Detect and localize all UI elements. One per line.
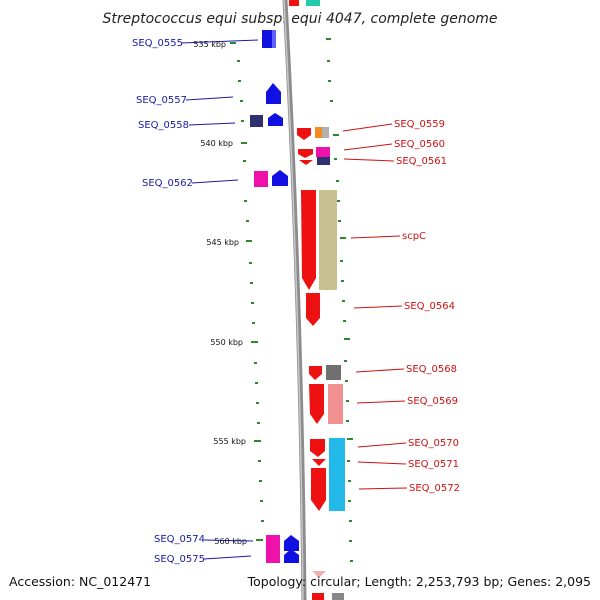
label-seq-0570[interactable]: SEQ_0570: [357, 438, 459, 449]
svg-text:SEQ_0569: SEQ_0569: [407, 396, 458, 407]
svg-text:SEQ_0568: SEQ_0568: [406, 364, 457, 375]
gene-seq-0560[interactable]: [298, 149, 313, 158]
tick-ring-outer: [326, 38, 353, 562]
label-seq-0571[interactable]: SEQ_0571: [357, 459, 459, 470]
tick-label: 535 kbp: [193, 40, 226, 49]
gene-seq-0575[interactable]: [284, 535, 299, 551]
gene-seq-0559[interactable]: [297, 128, 311, 140]
gene-seq-0575b[interactable]: [284, 549, 299, 563]
gene-scpc[interactable]: [319, 190, 337, 290]
svg-text:scpC: scpC: [402, 231, 426, 242]
label-scpc[interactable]: scpC: [350, 231, 426, 242]
gene-seq-0562b[interactable]: [272, 170, 288, 186]
label-seq-0560[interactable]: SEQ_0560: [343, 139, 445, 151]
gene-seq-0558[interactable]: [268, 113, 283, 126]
gene-seq-0561b[interactable]: [317, 157, 330, 165]
label-seq-0562[interactable]: SEQ_0562: [142, 178, 239, 189]
gene-seq-0569b[interactable]: [328, 384, 343, 424]
gene-seq-0556[interactable]: [250, 115, 263, 127]
tick-label: 540 kbp: [200, 139, 233, 148]
label-seq-0561[interactable]: SEQ_0561: [343, 156, 447, 167]
gene-seq-0560b[interactable]: [316, 147, 330, 157]
gene-seq-0570-0572-block[interactable]: [329, 438, 345, 511]
label-seq-0559[interactable]: SEQ_0559: [342, 119, 445, 132]
svg-text:SEQ_0570: SEQ_0570: [408, 438, 459, 449]
label-seq-0568[interactable]: SEQ_0568: [355, 364, 457, 375]
svg-text:SEQ_0555: SEQ_0555: [132, 38, 183, 49]
label-seq-0555[interactable]: SEQ_0555: [132, 38, 259, 49]
gene-seq-0571[interactable]: [312, 459, 326, 466]
genome-info-text: Topology: circular; Length: 2,253,793 bp…: [247, 574, 591, 589]
tick-label: 560 kbp: [214, 537, 247, 546]
svg-text:SEQ_0564: SEQ_0564: [404, 301, 455, 312]
tick-label: 545 kbp: [206, 238, 239, 247]
label-seq-0558[interactable]: SEQ_0558: [138, 120, 236, 131]
gene-seq-0562[interactable]: [254, 171, 268, 187]
svg-text:SEQ_0560: SEQ_0560: [394, 139, 445, 150]
gene-feature[interactable]: [289, 0, 299, 6]
label-seq-0569[interactable]: SEQ_0569: [356, 396, 458, 407]
gene-seq-0559b[interactable]: [315, 127, 322, 138]
gene-seq-0568[interactable]: [309, 366, 322, 380]
gene-seq-0570[interactable]: [310, 439, 325, 457]
gene-bottom-a[interactable]: [312, 593, 324, 600]
svg-text:SEQ_0562: SEQ_0562: [142, 178, 193, 189]
gene-scpc-a[interactable]: [301, 190, 316, 290]
tick-545: 545 kbp: [206, 238, 252, 247]
gene-seq-0569[interactable]: [309, 384, 324, 424]
tick-560: 560 kbp: [214, 537, 263, 546]
svg-text:SEQ_0575: SEQ_0575: [154, 554, 205, 565]
gene-seq-0557[interactable]: [266, 83, 281, 104]
tick-540: 540 kbp: [200, 139, 247, 148]
gene-seq-0574[interactable]: [266, 535, 280, 563]
svg-text:SEQ_0561: SEQ_0561: [396, 156, 447, 167]
label-seq-0572[interactable]: SEQ_0572: [358, 483, 460, 494]
gene-bottom-arrow[interactable]: [312, 571, 326, 578]
genome-backbone: [282, 0, 307, 600]
tick-550: 550 kbp: [210, 338, 258, 347]
tick-555: 555 kbp: [213, 437, 261, 446]
svg-text:SEQ_0572: SEQ_0572: [409, 483, 460, 494]
map-title: Streptococcus equi subsp. equi 4047, com…: [102, 11, 497, 27]
gene-seq-0572[interactable]: [311, 468, 326, 511]
label-seq-0557[interactable]: SEQ_0557: [136, 95, 234, 106]
genome-backbone-highlight: [283, 0, 304, 600]
tick-label: 550 kbp: [210, 338, 243, 347]
gene-seq-0555[interactable]: [262, 30, 276, 48]
svg-text:SEQ_0574: SEQ_0574: [154, 534, 205, 545]
tick-535: 535 kbp: [193, 40, 236, 49]
tick-ring-inner: [237, 60, 264, 522]
svg-text:SEQ_0557: SEQ_0557: [136, 95, 187, 106]
svg-text:SEQ_0571: SEQ_0571: [408, 459, 459, 470]
svg-text:SEQ_0558: SEQ_0558: [138, 120, 189, 131]
label-seq-0564[interactable]: SEQ_0564: [353, 301, 455, 312]
accession-text: Accession: NC_012471: [9, 574, 151, 589]
label-seq-0574[interactable]: SEQ_0574: [154, 534, 254, 545]
gene-seq-0559c[interactable]: [322, 127, 329, 138]
gene-seq-0564[interactable]: [306, 293, 320, 326]
tick-label: 555 kbp: [213, 437, 246, 446]
gene-feature[interactable]: [306, 0, 320, 6]
gene-seq-0568b[interactable]: [326, 365, 341, 380]
gene-seq-0561[interactable]: [299, 160, 313, 165]
svg-text:SEQ_0559: SEQ_0559: [394, 119, 445, 130]
gene-bottom-b[interactable]: [332, 593, 344, 600]
label-seq-0575[interactable]: SEQ_0575: [154, 554, 252, 565]
